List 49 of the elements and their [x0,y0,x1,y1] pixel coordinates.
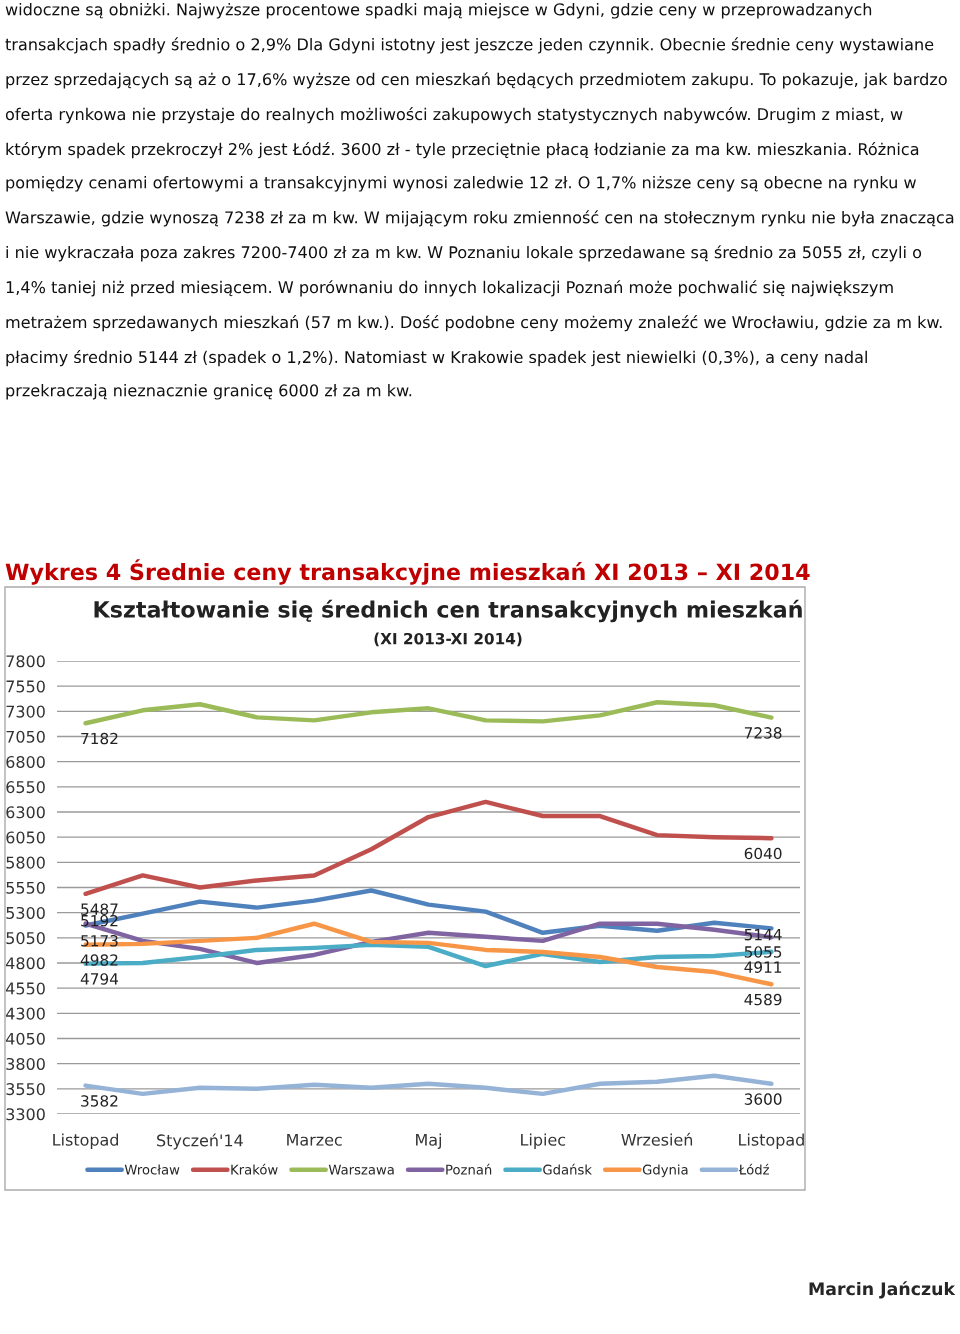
data-label: 4589 [744,993,782,1006]
line-series [83,700,774,726]
data-label: 3582 [81,1095,118,1107]
y-tick-label: 6300 [6,806,45,819]
y-tick-label: 6050 [6,831,45,844]
data-label: 6040 [744,847,782,860]
y-tick-label: 4050 [6,1032,45,1045]
legend-label: Kraków [231,1163,278,1175]
legend-label: Gdańsk [543,1163,592,1175]
text: Marcin Jańczuk [809,1281,956,1299]
data-label: 4911 [744,961,782,973]
y-tick-label: 7300 [6,705,45,718]
y-tick-label: 7550 [6,680,45,693]
y-tick-label: 4550 [6,982,45,995]
y-tick-label: 3800 [6,1057,45,1070]
data-label: 3600 [744,1093,782,1105]
x-tick-label: Wrzesień [621,1132,693,1146]
data-label: 7182 [81,732,118,745]
y-tick-label: 7800 [6,655,45,668]
data-label: 5055 [744,946,782,958]
y-tick-label: 5800 [6,856,45,869]
y-tick-label: 3550 [6,1083,45,1096]
chart-subtitle: (XI 2013-XI 2014) [374,632,522,647]
legend-label: Poznań [446,1163,492,1175]
text: widoczne są obniżki. Najwyższe procentowe spadki mają miejsce w Gdyni, gdzie ceny w przeprowadzanych transakcjach spadły średnio o 2,9% Dla Gdyni istotny jest jeszcze jeden czynnik. Obecnie średnie ceny wystawiane przez sprzedających są aż o 17,6% wyższe od cen mieszkań będących przedmiotem zakupu. To pokazuje, jak bardzo oferta rynkowa nie przystaje do realnych możliwości zakupowych statystycznych nabywców. Drugim z miast, w którym spadek przekroczył 2% jest Łódź. 3600 zł - tyle przeciętnie płacą łodzianie za ma kw. mieszkania. Różnica pomiędzy cenami ofertowymi a transakcyjnymi wynosi zaledwie 12 zł. O 1,7% niższe ceny są obecne na rynku w Warszawie, gdzie wynoszą 7238 zł za m kw. W mijającym roku zmienność cen na stołecznym rynku nie była znacząca i nie wykraczała poza zakres 7200-7400 zł za m kw. W Poznaniu lokale sprzedawane są średnio za 5055 zł, czyli o 1,4% taniej niż przed miesiącem. W porównaniu do innych lokalizacji Poznań może pochwalić się największym metrażem sprzedawanych mieszkań (57 m kw.). Dość podobne ceny możemy znaleźć we Wrocławiu, gdzie za m kw. płacimy średnio 5144 zł (spadek o 1,2%). Natomiast w Krakowie spadek jest niewielki (0,3%), a ceny nadal przekraczają nieznacznie granicę 6000 zł za m kw. [5,3,954,400]
x-tick-label: Maj [416,1133,442,1149]
y-tick-label: 6800 [6,755,45,768]
y-tick-label: 7050 [6,730,45,743]
y-tick-label: 6550 [6,781,45,794]
y-tick-label: 4300 [6,1007,45,1020]
x-tick-label: Styczeń'14 [157,1133,243,1150]
data-label: 5487 [81,903,118,915]
chart-title: Kształtowanie się średnich cen transakcyjnych mieszkań [94,599,802,623]
x-tick-label: Listopad [739,1133,804,1149]
y-tick-label: 5550 [6,881,45,894]
x-tick-label: Lipiec [521,1133,566,1149]
legend-label: Łódź [738,1163,769,1175]
legend-label: Gdynia [642,1164,688,1178]
x-tick-label: Listopad [53,1133,118,1149]
y-tick-label: 5050 [6,932,45,945]
y-tick-label: 4800 [6,957,45,970]
legend-label: Warszawa [328,1164,394,1175]
text: Wykres 4 Średnie ceny transakcyjne mieszkań XI 2013 – XI 2014 [5,559,810,585]
data-label: 4794 [80,973,119,985]
data-label: 7238 [744,727,782,739]
y-tick-label: 5300 [6,906,45,919]
legend-label: Wrocław [124,1164,180,1175]
x-tick-label: Marzec [287,1133,342,1146]
y-tick-label: 3300 [6,1108,45,1121]
